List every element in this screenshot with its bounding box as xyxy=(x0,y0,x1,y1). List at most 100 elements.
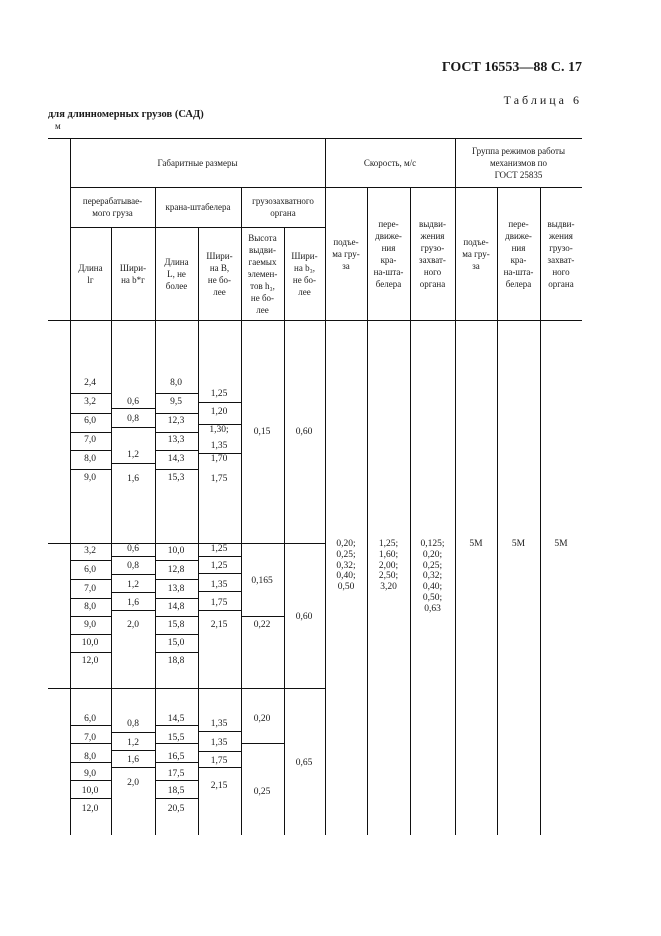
table-cell: 0,8 xyxy=(127,719,139,729)
header-cargo: перерабатывае- мого груза xyxy=(82,196,143,218)
table-cell: 6,0 xyxy=(84,714,96,724)
table-cell: 1,2 xyxy=(127,580,139,590)
table-rule xyxy=(155,560,198,561)
table-cell: 1,25 xyxy=(210,561,228,571)
header-group-travel: пере- движе- ния кра- на-шта- белера xyxy=(503,218,534,289)
table-rule xyxy=(198,424,241,425)
table-cell: 1,75 xyxy=(210,756,228,766)
table-rule xyxy=(48,138,582,139)
table-rule xyxy=(455,138,456,835)
table-rule xyxy=(70,432,111,433)
table-rule xyxy=(111,556,155,557)
table-cell: 6,0 xyxy=(84,416,96,426)
table-cell: 18,5 xyxy=(167,786,185,796)
table-cell: 0,8 xyxy=(127,414,139,424)
table-cell: 1,25 xyxy=(210,544,228,554)
table-rule xyxy=(155,187,156,835)
table-rule xyxy=(70,598,111,599)
table-cell: 1,2 xyxy=(127,450,139,460)
table-rule xyxy=(111,574,155,575)
table-cell: 1,75 xyxy=(210,598,228,608)
table-rule xyxy=(48,543,325,544)
table-cell: 1,6 xyxy=(127,598,139,608)
table-cell: 2,4 xyxy=(84,378,96,388)
table-rule xyxy=(111,592,155,593)
header-crane-width: Шири- на B, не бо- лее xyxy=(206,250,233,297)
table-rule xyxy=(70,616,111,617)
table-rule xyxy=(367,187,368,835)
table-cell: 7,0 xyxy=(84,733,96,743)
table-cell: 8,0 xyxy=(170,378,182,388)
table-cell: 9,0 xyxy=(84,769,96,779)
header-group-lift: подъе- ма гру- за xyxy=(462,236,490,271)
table-cell: 10,0 xyxy=(81,786,99,796)
table-rule xyxy=(70,634,111,635)
table-cell: 15,3 xyxy=(167,473,185,483)
header-speed-travel: пере- движе- ния кра- на-шта- белера xyxy=(373,218,404,289)
table-cell: 18,8 xyxy=(167,656,185,666)
table-cell: 15,0 xyxy=(167,638,185,648)
table-rule xyxy=(198,731,241,732)
table-cell: 2,15 xyxy=(210,781,228,791)
table-cell: 10,0 xyxy=(167,546,185,556)
table-cell: 14,3 xyxy=(167,454,185,464)
table-rule xyxy=(70,187,582,188)
table-cell: 14,8 xyxy=(167,602,185,612)
table-rule xyxy=(198,751,241,752)
table-cell: 1,35 xyxy=(210,441,228,451)
table-cell: 0,60 xyxy=(295,612,313,622)
table-rule xyxy=(155,762,198,763)
table-rule xyxy=(70,780,111,781)
header-gripper-height: Высота выдви- гаемых элемен- тов h₃, не … xyxy=(247,232,278,315)
table-rule xyxy=(70,413,111,414)
table-cell: 12,8 xyxy=(167,565,185,575)
table-cell: 1,35 xyxy=(210,580,228,590)
table-rule xyxy=(70,798,111,799)
table-rule xyxy=(198,767,241,768)
table-rule xyxy=(241,743,284,744)
group-extend-value: 5M xyxy=(554,539,568,549)
table-rule xyxy=(155,743,198,744)
speed-travel-values: 1,25; 1,60; 2,00; 2,50; 3,20 xyxy=(378,539,399,593)
header-crane: крана-штабелера xyxy=(165,202,231,212)
header-speed-lift: подъе- ма гру- за xyxy=(332,236,360,271)
table-cell: 2,0 xyxy=(127,778,139,788)
table-cell: 8,0 xyxy=(84,752,96,762)
table-rule xyxy=(198,591,241,592)
table-rule xyxy=(198,610,241,611)
table-label: Таблица 6 xyxy=(503,93,582,107)
table-cell: 14,5 xyxy=(167,714,185,724)
table-rule xyxy=(155,634,198,635)
table-rule xyxy=(284,227,285,835)
table-rule xyxy=(155,579,198,580)
table-rule xyxy=(70,393,111,394)
table-rule xyxy=(70,725,111,726)
table-cell: 0,6 xyxy=(127,397,139,407)
table-cell: 0,65 xyxy=(295,758,313,768)
header-crane-length: Длина L, не более xyxy=(164,256,189,291)
table-rule xyxy=(540,187,541,835)
table-rule xyxy=(70,743,111,744)
table-rule xyxy=(155,652,198,653)
table-rule xyxy=(241,616,284,617)
table-cell: 1,35 xyxy=(210,719,228,729)
table-cell: 3,2 xyxy=(84,546,96,556)
table-cell: 2,0 xyxy=(127,620,139,630)
table-cell: 20,5 xyxy=(167,804,185,814)
table-cell: 9,5 xyxy=(170,397,182,407)
group-travel-value: 5M xyxy=(511,539,526,549)
table-cell: 15,8 xyxy=(167,620,185,630)
table-cell: 0,60 xyxy=(295,427,313,437)
table-cell: 0,165 xyxy=(251,576,273,586)
table-cell: 0,6 xyxy=(127,544,139,554)
table-cell: 0,15 xyxy=(253,427,271,437)
table-rule xyxy=(70,469,111,470)
header-group: Группа режимов работы механизмов по ГОСТ… xyxy=(471,145,566,180)
table-rule xyxy=(325,138,326,835)
header-dimensions: Габаритные размеры xyxy=(157,157,238,168)
table-cell: 8,0 xyxy=(84,454,96,464)
table-cell: 1,2 xyxy=(127,738,139,748)
header-speed-extend: выдви- жения грузо- захват- ного органа xyxy=(419,218,446,289)
table-cell: 1,6 xyxy=(127,755,139,765)
table-cell: 0,25 xyxy=(253,787,271,797)
